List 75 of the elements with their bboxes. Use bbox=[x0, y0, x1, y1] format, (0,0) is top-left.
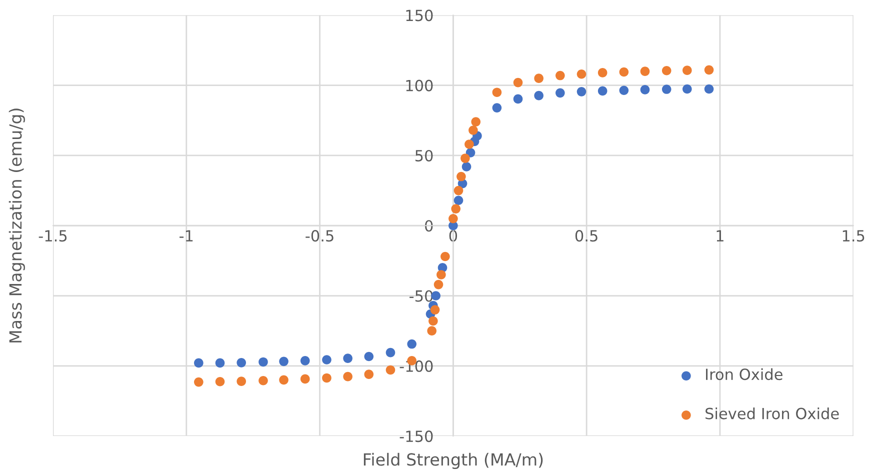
x-tick-label: 1.5 bbox=[842, 230, 864, 242]
point bbox=[364, 370, 374, 379]
point bbox=[454, 196, 464, 206]
point bbox=[464, 140, 474, 149]
point bbox=[258, 376, 268, 386]
point bbox=[462, 162, 472, 172]
point bbox=[386, 348, 396, 358]
point bbox=[440, 252, 450, 262]
point bbox=[436, 270, 446, 280]
point bbox=[430, 305, 440, 314]
point bbox=[258, 357, 268, 367]
point bbox=[194, 358, 204, 368]
point bbox=[662, 66, 672, 76]
point bbox=[215, 358, 225, 368]
point bbox=[343, 354, 352, 363]
y-tick-label: 0 bbox=[425, 220, 433, 232]
point bbox=[300, 356, 310, 366]
point bbox=[662, 84, 672, 94]
point bbox=[386, 365, 396, 375]
point bbox=[640, 66, 650, 76]
point bbox=[451, 204, 461, 214]
point bbox=[194, 377, 204, 387]
y-tick-label: 100 bbox=[406, 80, 433, 92]
point bbox=[556, 88, 565, 98]
point bbox=[471, 117, 481, 126]
point bbox=[427, 326, 436, 336]
point bbox=[215, 376, 225, 386]
point bbox=[236, 358, 246, 368]
point bbox=[619, 86, 629, 96]
point bbox=[434, 280, 444, 290]
x-tick-label: 0.5 bbox=[575, 230, 598, 242]
point bbox=[534, 90, 544, 100]
point bbox=[598, 86, 608, 96]
point bbox=[468, 126, 478, 135]
point bbox=[640, 85, 650, 94]
point bbox=[598, 68, 608, 78]
legend-label: Iron Oxide bbox=[706, 368, 782, 380]
point bbox=[492, 103, 502, 112]
point bbox=[322, 355, 332, 364]
point bbox=[513, 78, 523, 88]
y-tick-label: 50 bbox=[415, 150, 433, 162]
point bbox=[454, 186, 464, 196]
point bbox=[576, 69, 586, 79]
point bbox=[556, 70, 565, 80]
point bbox=[407, 339, 416, 349]
point bbox=[448, 214, 458, 224]
y-axis-title: Mass Magnetization (emu/g) bbox=[8, 108, 25, 342]
x-tick-label: -1.5 bbox=[38, 230, 67, 242]
point bbox=[682, 84, 692, 94]
y-tick-label: -150 bbox=[400, 430, 433, 442]
point bbox=[364, 352, 374, 362]
point bbox=[576, 86, 586, 96]
point bbox=[343, 372, 352, 382]
point bbox=[279, 375, 288, 385]
y-tick-label: 150 bbox=[406, 10, 433, 22]
point bbox=[428, 316, 438, 326]
point bbox=[534, 74, 544, 83]
point bbox=[619, 67, 629, 77]
x-tick-label: 1 bbox=[716, 230, 724, 242]
x-tick-label: -1 bbox=[180, 230, 193, 242]
point bbox=[704, 84, 714, 94]
point bbox=[492, 88, 502, 98]
point bbox=[322, 373, 332, 383]
point bbox=[236, 376, 246, 386]
legend-label: Sieved Iron Oxide bbox=[706, 408, 839, 420]
point bbox=[279, 356, 288, 366]
x-axis-title: Field Strength (MA/m) bbox=[364, 452, 543, 470]
point bbox=[704, 65, 714, 75]
point bbox=[300, 374, 310, 384]
point bbox=[513, 94, 523, 104]
point bbox=[460, 154, 470, 163]
point bbox=[456, 172, 466, 182]
x-tick-label: 0 bbox=[449, 230, 458, 242]
point bbox=[682, 66, 692, 75]
x-tick-label: -0.5 bbox=[306, 230, 334, 242]
